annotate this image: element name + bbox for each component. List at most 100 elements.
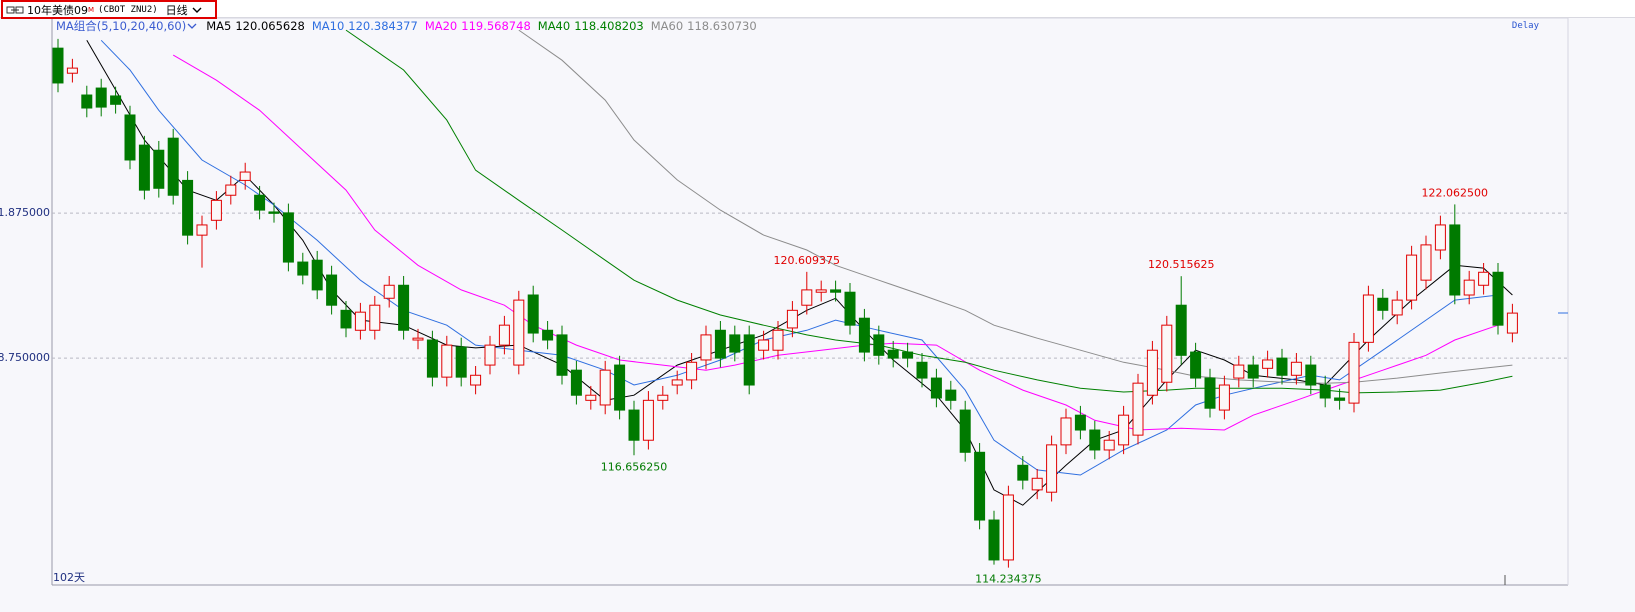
legend-entry: MA20 119.568748 <box>425 19 531 33</box>
indicator-selector[interactable]: MA组合(5,10,20,40,60) <box>56 19 187 33</box>
high-label: 120.515625 <box>1148 258 1214 271</box>
candle-body <box>1348 341 1360 404</box>
legend-name: MA60 <box>650 19 684 33</box>
candle-body <box>81 94 93 109</box>
legend-entry: MA40 118.408203 <box>538 19 644 33</box>
candle-body <box>1060 417 1072 446</box>
candle-body <box>772 329 784 351</box>
candle-body <box>254 194 266 211</box>
ma-line <box>172 54 1499 431</box>
candle-body <box>1118 414 1130 446</box>
ma-legend: MA组合(5,10,20,40,60) MA5 120.065628 MA10 120… <box>56 18 764 34</box>
candle-body <box>95 87 107 108</box>
candle-body <box>268 211 280 214</box>
candle-body <box>642 399 654 441</box>
legend-value: 120.065628 <box>235 19 305 33</box>
symbol-name: 10年美债09 <box>27 3 88 17</box>
legend-value: 120.384377 <box>348 19 418 33</box>
candle-body <box>398 284 410 331</box>
candle-body <box>930 377 942 399</box>
candle-body <box>182 179 194 236</box>
candle-body <box>873 334 885 356</box>
candle-body <box>844 291 856 326</box>
candle-body <box>542 329 554 341</box>
candle-body <box>801 289 813 306</box>
candle-body <box>1391 299 1403 316</box>
legend-value: 118.408203 <box>574 19 644 33</box>
candle-body <box>282 212 294 263</box>
candle-body <box>556 334 568 376</box>
legend-entry: MA60 118.630730 <box>651 19 757 33</box>
candle-body <box>858 317 870 353</box>
candle-body <box>484 344 496 366</box>
candle-body <box>700 334 712 361</box>
symbol-selector[interactable]: 10年美债09 M (CBOT ZNU2) 日线 <box>1 0 217 19</box>
candle-body <box>66 67 78 74</box>
candle-body <box>153 149 165 189</box>
candles <box>52 38 1518 568</box>
candle-body <box>1233 364 1245 379</box>
ma-line <box>86 40 1513 506</box>
period-chevron <box>192 7 202 13</box>
candle-body <box>614 364 626 411</box>
indicator-chevron <box>187 23 197 29</box>
candle-body <box>815 289 827 293</box>
candle-body <box>311 259 323 291</box>
candle-body <box>225 184 237 196</box>
candle-body <box>1190 351 1202 379</box>
candle-body <box>1449 224 1461 296</box>
candle-body <box>110 95 122 105</box>
labels: 116.656250 120.609375 114.234375 120.515625… <box>601 186 1488 585</box>
candle-body <box>1334 397 1346 401</box>
link-icon <box>6 6 24 13</box>
candle-body <box>1103 439 1115 451</box>
grid: 118.750000 121.875000 <box>0 206 1568 364</box>
legend-name: MA5 <box>206 19 232 33</box>
legend-entry: MA10 120.384377 <box>312 19 418 33</box>
symbol-superscript: M <box>88 5 95 14</box>
candle-body <box>426 339 438 378</box>
candle-body <box>527 294 539 334</box>
candle-body <box>383 284 395 299</box>
candle-body <box>124 114 136 161</box>
candle-body <box>671 379 683 386</box>
candle-body <box>1362 294 1374 343</box>
y-tick-label: 118.750000 <box>0 351 50 364</box>
ma-line <box>100 39 1499 476</box>
candle-body <box>1478 271 1490 286</box>
candle-body <box>758 339 770 351</box>
legend-name: MA10 <box>311 19 345 33</box>
y-tick-label: 121.875000 <box>0 206 50 219</box>
candle-body <box>714 329 726 359</box>
candle-body <box>239 171 251 181</box>
candle-body <box>138 144 150 191</box>
legend-name: MA20 <box>424 19 458 33</box>
candle-body <box>441 344 453 378</box>
candle-body <box>326 274 338 306</box>
candle-body <box>340 309 352 329</box>
candle-body <box>1434 224 1446 251</box>
candle-body <box>959 409 971 453</box>
candle-body <box>369 304 381 331</box>
high-label: 122.062500 <box>1422 186 1488 199</box>
candle-body <box>1002 494 1014 561</box>
candle-body <box>743 334 755 386</box>
candle-body <box>1492 271 1504 326</box>
candle-body <box>786 309 798 329</box>
candle-body <box>887 349 899 359</box>
candle-body <box>354 311 366 331</box>
candle-body <box>628 409 640 441</box>
candle-body <box>1319 384 1331 399</box>
candle-body <box>1218 384 1230 411</box>
high-label: 120.609375 <box>774 254 840 267</box>
period-selector[interactable]: 日线 <box>165 3 188 17</box>
candle-body <box>1420 244 1432 281</box>
low-label: 114.234375 <box>975 573 1041 586</box>
candle-body <box>974 451 986 521</box>
candle-body <box>196 224 208 236</box>
candle-body <box>1031 477 1043 491</box>
candle-body <box>657 394 669 401</box>
candle-body <box>1146 349 1158 396</box>
